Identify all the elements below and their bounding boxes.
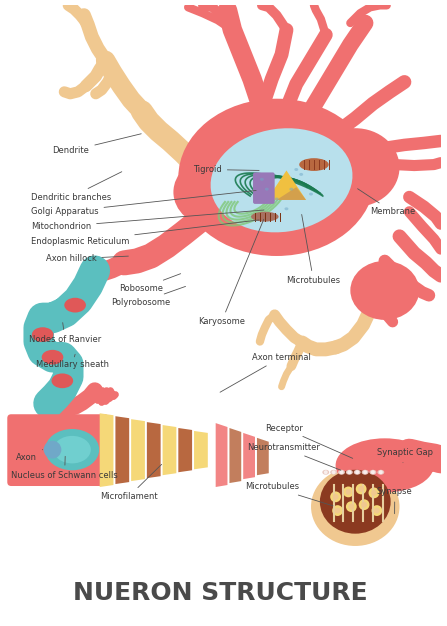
Ellipse shape [299,173,303,176]
Ellipse shape [42,350,63,364]
Ellipse shape [358,486,364,492]
Ellipse shape [371,505,382,516]
Ellipse shape [260,178,264,181]
Polygon shape [147,422,160,478]
Ellipse shape [348,504,354,510]
Ellipse shape [44,441,61,458]
Polygon shape [215,423,228,487]
Ellipse shape [51,374,73,388]
Ellipse shape [274,197,278,200]
Ellipse shape [251,212,278,222]
Ellipse shape [294,168,298,171]
Ellipse shape [45,429,99,470]
Ellipse shape [370,470,376,475]
Text: Microfilament: Microfilament [100,464,162,501]
Ellipse shape [363,470,367,475]
Ellipse shape [354,470,361,475]
Ellipse shape [311,128,400,207]
Ellipse shape [371,470,375,475]
Ellipse shape [358,500,370,510]
Ellipse shape [330,491,341,502]
Ellipse shape [362,470,368,475]
Ellipse shape [332,505,343,516]
Ellipse shape [320,470,391,534]
Ellipse shape [368,488,380,498]
Text: Microtubules: Microtubules [287,215,341,285]
Text: Synapse: Synapse [377,488,413,514]
Text: Tigroid: Tigroid [193,165,259,174]
Ellipse shape [333,494,338,500]
Text: Mitochondrion: Mitochondrion [31,210,264,231]
Ellipse shape [336,438,434,493]
Polygon shape [100,413,114,487]
Ellipse shape [346,470,353,475]
Text: NUERON STRUCTURE: NUERON STRUCTURE [73,581,368,605]
Ellipse shape [343,486,354,497]
Ellipse shape [289,188,293,191]
Text: Axon terminal: Axon terminal [220,352,311,393]
Polygon shape [257,438,269,475]
Polygon shape [277,187,306,200]
Ellipse shape [173,158,252,227]
Polygon shape [163,425,177,475]
Text: Neurotransmitter: Neurotransmitter [247,443,341,470]
Text: Karyosome: Karyosome [198,219,264,326]
Ellipse shape [355,470,359,475]
Ellipse shape [346,489,351,495]
Text: Medullary sheath: Medullary sheath [36,354,109,369]
Ellipse shape [347,470,351,475]
Ellipse shape [324,470,328,475]
Ellipse shape [374,508,380,513]
Text: Axon: Axon [16,449,42,462]
Ellipse shape [32,327,54,342]
Ellipse shape [335,508,341,513]
Ellipse shape [265,188,269,191]
Text: Dendritic branches: Dendritic branches [31,172,122,202]
Text: Polyrobosome: Polyrobosome [111,287,186,307]
FancyBboxPatch shape [7,414,109,486]
Ellipse shape [284,207,288,210]
Ellipse shape [371,490,377,496]
Text: Axon hillock: Axon hillock [46,254,128,264]
Text: Nodes of Ranvier: Nodes of Ranvier [29,322,101,344]
Ellipse shape [311,468,400,546]
Polygon shape [243,433,255,479]
Text: Membrane: Membrane [358,188,415,216]
Ellipse shape [299,158,329,171]
Polygon shape [115,416,129,484]
Text: Dendrite: Dendrite [52,134,141,155]
Text: Receptor: Receptor [265,424,353,458]
Ellipse shape [330,470,337,475]
Polygon shape [178,428,192,472]
Ellipse shape [64,298,86,312]
FancyBboxPatch shape [253,172,274,204]
Polygon shape [267,170,306,200]
Ellipse shape [361,501,367,508]
Ellipse shape [332,470,336,475]
Ellipse shape [407,451,441,473]
Ellipse shape [211,128,353,232]
Text: Nucleus of Schwann cells: Nucleus of Schwann cells [11,456,118,480]
Ellipse shape [350,261,419,320]
Ellipse shape [322,470,329,475]
Text: Golgi Apparatus: Golgi Apparatus [31,190,256,216]
Text: Microtubules: Microtubules [245,483,333,506]
Text: Synaptic Gap: Synaptic Gap [377,448,433,463]
Text: Robosome: Robosome [119,274,181,293]
Polygon shape [229,428,241,483]
Ellipse shape [356,483,367,495]
Ellipse shape [379,470,383,475]
Text: Endoplasmic Reticulum: Endoplasmic Reticulum [31,220,259,246]
Ellipse shape [178,99,375,256]
Polygon shape [131,419,145,481]
Ellipse shape [309,193,313,195]
Ellipse shape [338,470,345,475]
Ellipse shape [54,436,91,463]
Polygon shape [194,431,208,470]
Ellipse shape [377,470,384,475]
Ellipse shape [346,501,357,512]
Ellipse shape [340,470,343,475]
